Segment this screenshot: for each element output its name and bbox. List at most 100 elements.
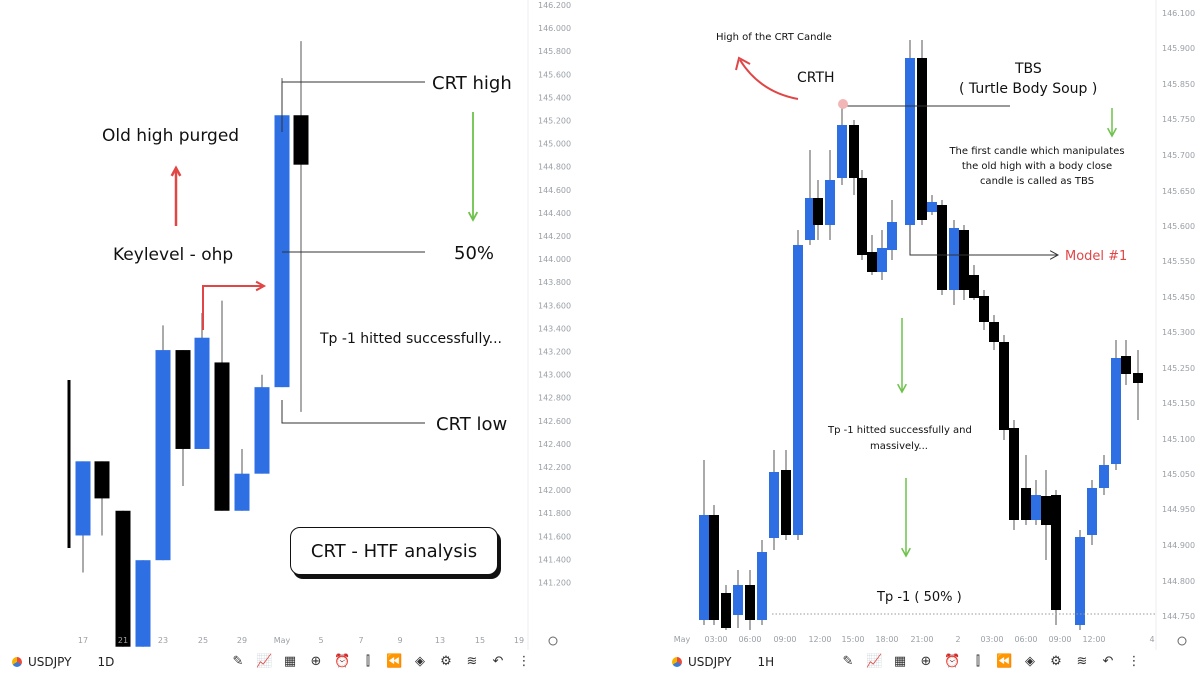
undo-icon[interactable]: ↶	[492, 654, 504, 669]
tp-label: Tp -1 hitted successfully...	[319, 331, 502, 347]
x-tick-label: 12:00	[1082, 635, 1105, 644]
candle-body	[1041, 496, 1051, 525]
settings-icon-2[interactable]: ⚙	[1050, 654, 1062, 669]
y-tick-label: 145.850	[1162, 80, 1195, 89]
x-tick-label: 15:00	[841, 635, 864, 644]
candle-body	[949, 228, 959, 290]
settings-circle-icon	[548, 636, 558, 646]
candle-body	[94, 461, 110, 499]
undo-icon-2[interactable]: ↶	[1102, 654, 1114, 669]
crt-high-line	[281, 81, 425, 132]
left-tool-icons: ✎ 📈 ▦ ⊕ ⏰ ⫿ ⏪ ◈ ⚙ ≋ ↶ ⋮	[230, 654, 532, 670]
model-arrow-head	[1049, 250, 1060, 260]
replay-icon-2[interactable]: ⏪	[996, 654, 1013, 669]
htf-analysis-badge: CRT - HTF analysis	[290, 527, 498, 575]
y-tick-label: 144.400	[538, 209, 571, 218]
grid-icon[interactable]: ▦	[283, 654, 297, 669]
candle-body	[849, 125, 859, 178]
candle-body	[917, 58, 927, 220]
candle-body	[709, 515, 719, 620]
add-icon-2[interactable]: ⊕	[920, 654, 932, 669]
candle-body	[877, 248, 887, 272]
more-icon-2[interactable]: ⋮	[1127, 654, 1141, 669]
tbs-desc-1: The first candle which manipulates	[948, 146, 1124, 157]
candle-body	[937, 205, 947, 290]
indicator-icon[interactable]: 📈	[256, 654, 273, 669]
candle-body	[887, 222, 897, 250]
candle-body	[1051, 495, 1061, 610]
y-tick-label: 144.800	[1162, 577, 1195, 586]
y-tick-label: 143.000	[538, 371, 571, 380]
x-tick-label: 2	[955, 635, 960, 644]
crt-low-label: CRT low	[436, 414, 507, 435]
y-tick-label: 145.450	[1162, 293, 1195, 302]
alarm-icon-2[interactable]: ⏰	[944, 654, 961, 669]
red-up-arrow-head	[170, 165, 182, 177]
y-tick-label: 146.200	[538, 1, 571, 10]
candle-body	[115, 510, 131, 647]
tbs-desc-3: candle is called as TBS	[980, 176, 1094, 187]
alarm-icon[interactable]: ⏰	[334, 654, 351, 669]
candle-body	[1099, 465, 1109, 488]
y-tick-label: 145.050	[1162, 470, 1195, 479]
compare-icon[interactable]: ≋	[466, 654, 478, 669]
x-tick-label: 18:00	[875, 635, 898, 644]
candle-body	[721, 593, 731, 628]
x-tick-label: 06:00	[1014, 635, 1037, 644]
y-tick-label: 145.200	[538, 117, 571, 126]
keylevel-label: Keylevel - ohp	[113, 245, 233, 265]
symbol-selector[interactable]: USDJPY	[12, 655, 71, 669]
settings-circle-icon-2	[1177, 636, 1187, 646]
grid-icon-2[interactable]: ▦	[893, 654, 907, 669]
timeframe-selector[interactable]: 1D	[97, 655, 115, 669]
layers-icon-2[interactable]: ◈	[1025, 654, 1035, 669]
candle-body	[969, 275, 979, 298]
y-tick-label: 144.800	[538, 163, 571, 172]
settings-icon[interactable]: ⚙	[440, 654, 452, 669]
pen-icon-2[interactable]: ✎	[842, 654, 854, 669]
right-tool-icons: ✎ 📈 ▦ ⊕ ⏰ ⫿ ⏪ ◈ ⚙ ≋ ↶ ⋮	[840, 654, 1142, 670]
add-icon[interactable]: ⊕	[310, 654, 322, 669]
candle-body	[927, 202, 937, 212]
indicator-icon-2[interactable]: 📈	[866, 654, 883, 669]
candle-body	[989, 322, 999, 342]
candle-body	[805, 198, 815, 240]
candle-body	[274, 115, 290, 388]
hourly-candlestick-chart: 146.100 145.900 145.850 145.750 145.700 145.6…	[674, 0, 1195, 650]
symbol-flag-icon	[12, 657, 22, 667]
symbol-selector-2[interactable]: USDJPY	[672, 655, 731, 669]
red-bracket-line	[202, 285, 262, 330]
right-chart-panel: 146.100 145.900 145.850 145.750 145.700 145.6…	[660, 0, 1200, 675]
y-tick-label: 144.900	[1162, 541, 1195, 550]
y-tick-label: 142.000	[538, 486, 571, 495]
y-tick-label: 145.400	[538, 93, 571, 102]
x-tick-label: 21:00	[910, 635, 933, 644]
candle-body	[813, 198, 823, 225]
tp-label-2: massively...	[870, 441, 928, 452]
candle-body	[214, 362, 230, 511]
green-arrow-1-head	[897, 383, 907, 394]
candle-icon-2[interactable]: ⫿	[975, 654, 981, 669]
red-right-arrow-head	[255, 280, 267, 292]
layers-icon[interactable]: ◈	[415, 654, 425, 669]
y-tick-label: 144.000	[538, 255, 571, 264]
more-icon[interactable]: ⋮	[517, 654, 531, 669]
timeframe-selector-2[interactable]: 1H	[757, 655, 775, 669]
candle-icon[interactable]: ⫿	[365, 654, 371, 669]
y-tick-label: 145.000	[538, 140, 571, 149]
y-tick-label: 145.250	[1162, 364, 1195, 373]
left-chart-panel: 146.200 146.000 145.800 145.600 145.400 145.2…	[0, 0, 575, 675]
model-line	[909, 225, 1055, 256]
x-tick-label: 09:00	[773, 635, 796, 644]
left-toolbar: USDJPY 1D ✎ 📈 ▦ ⊕ ⏰ ⫿ ⏪ ◈ ⚙ ≋ ↶ ⋮	[0, 649, 575, 675]
symbol-flag-icon-2	[672, 657, 682, 667]
compare-icon-2[interactable]: ≋	[1076, 654, 1088, 669]
x-tick-label: 21	[118, 636, 128, 645]
y-tick-label: 145.900	[1162, 44, 1195, 53]
candle-body	[194, 337, 210, 449]
pen-icon[interactable]: ✎	[232, 654, 244, 669]
candle-body	[837, 125, 847, 178]
replay-icon[interactable]: ⏪	[386, 654, 403, 669]
y-tick-label: 145.300	[1162, 328, 1195, 337]
x-tick-label: May	[674, 635, 691, 644]
